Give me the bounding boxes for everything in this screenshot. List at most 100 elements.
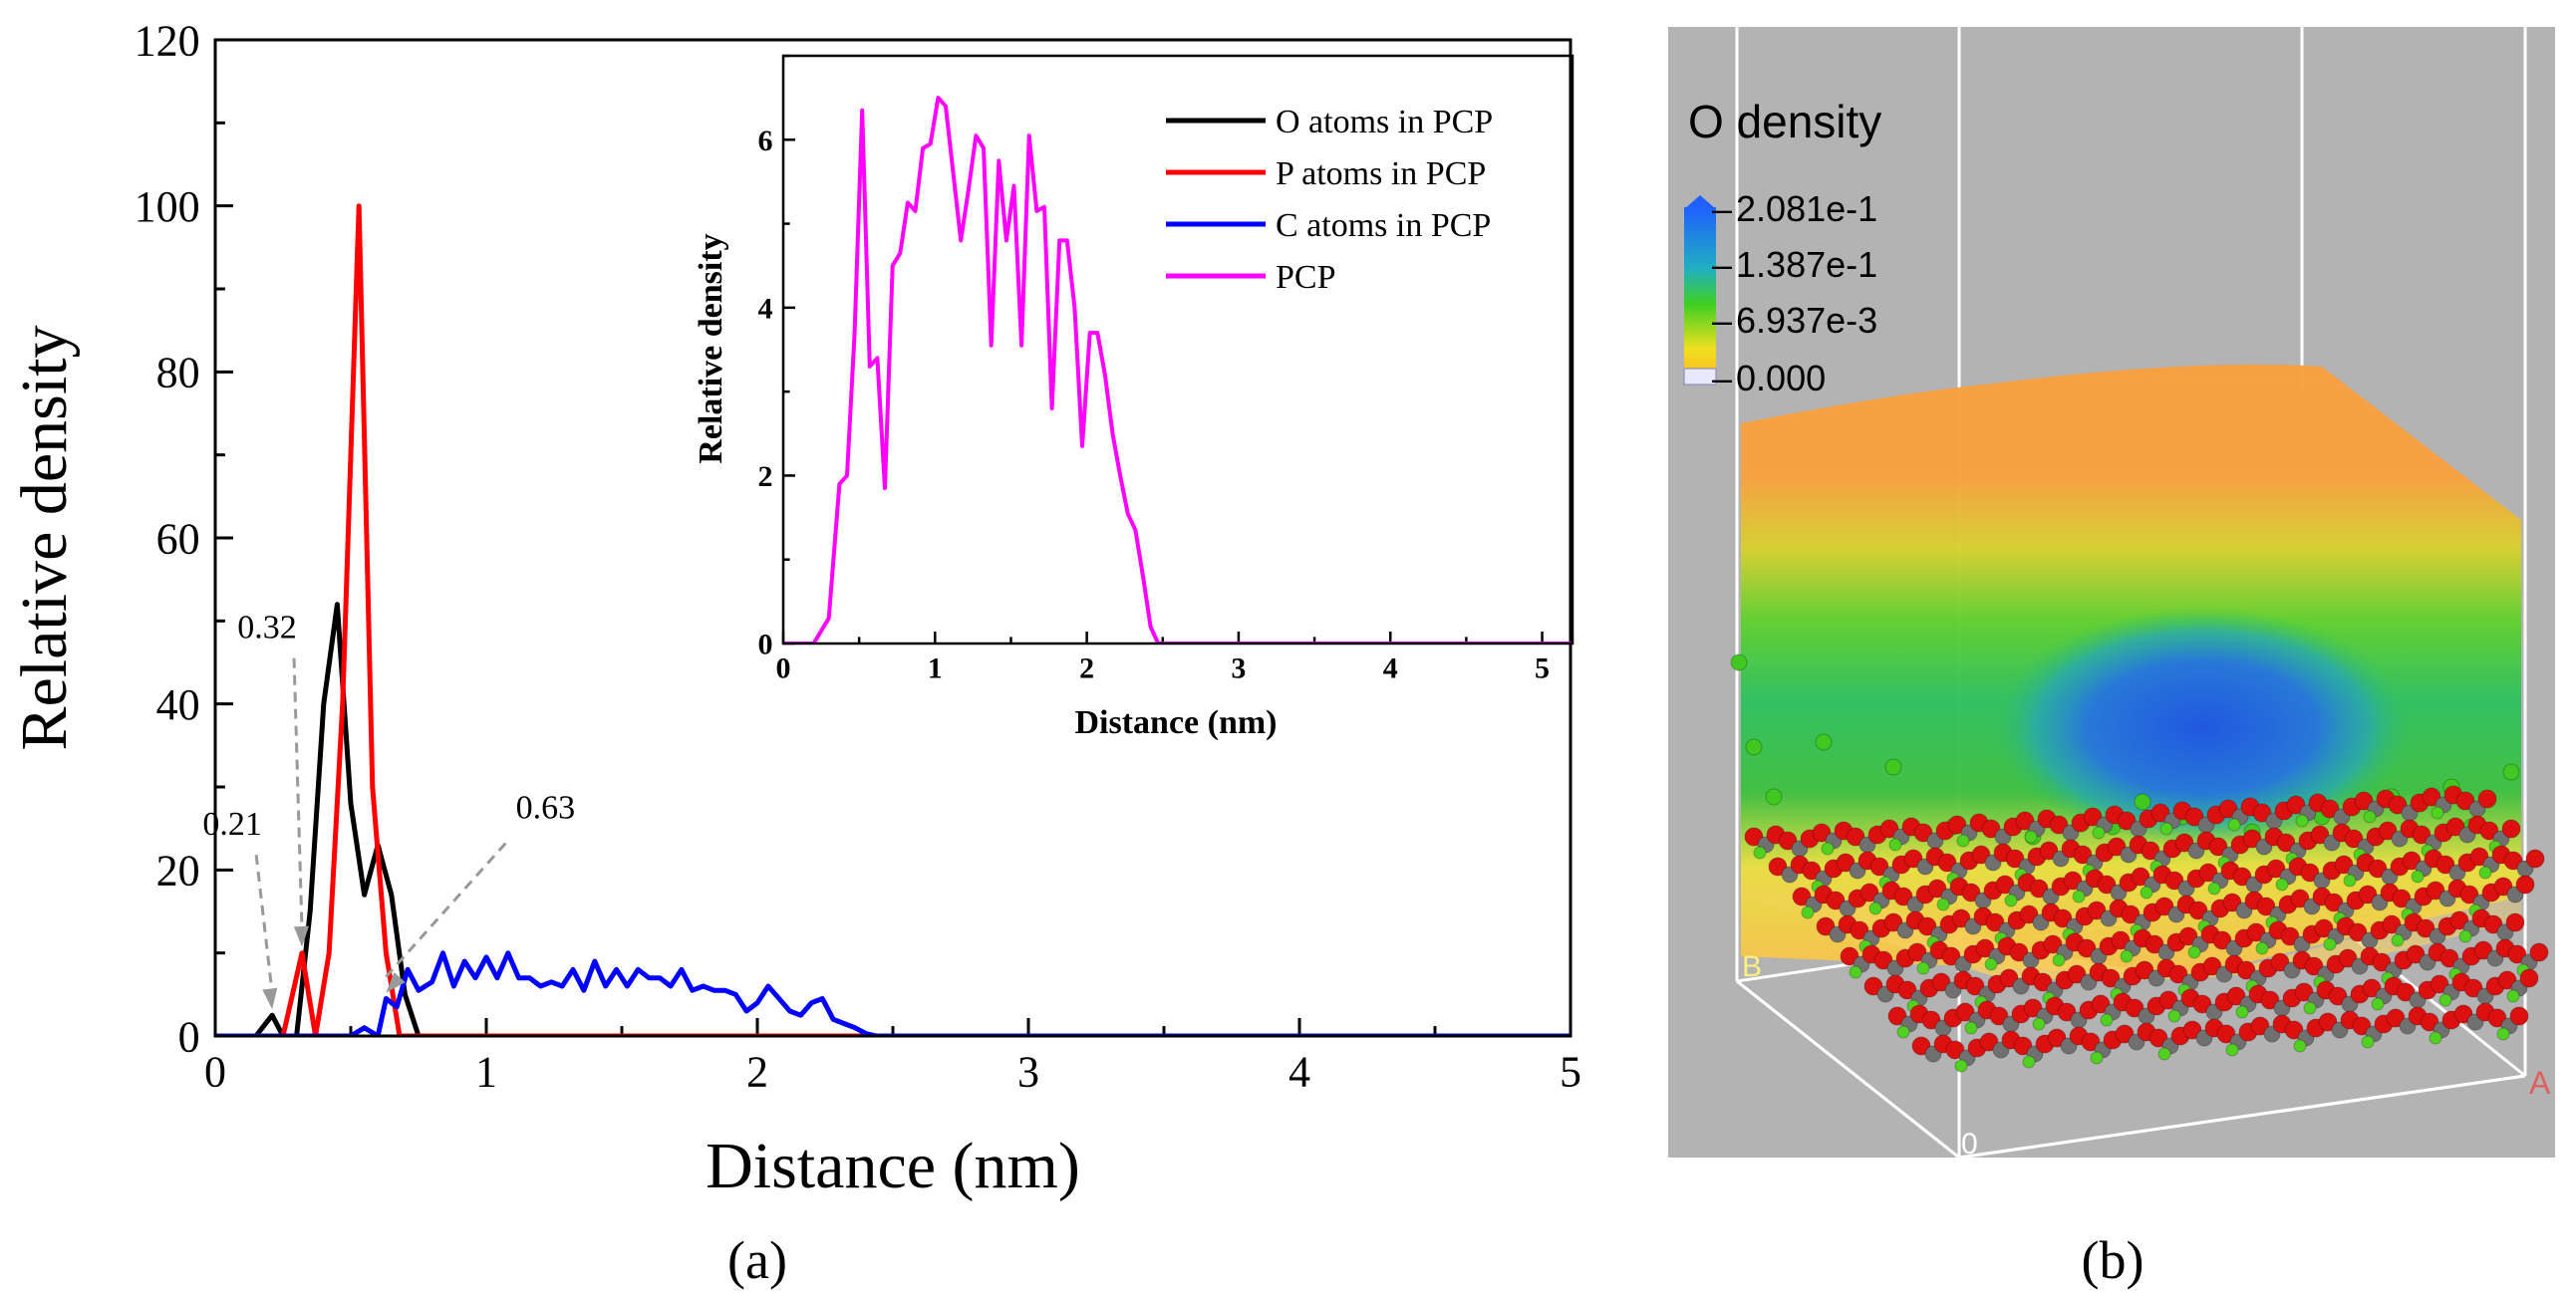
atom xyxy=(2426,881,2445,901)
colorbar-zero-swatch xyxy=(1683,368,1717,386)
atom xyxy=(1821,842,1835,856)
atom xyxy=(2043,934,2063,954)
atom xyxy=(2477,789,2497,809)
atom xyxy=(2047,1028,2067,1048)
annotation-label: 0.63 xyxy=(516,790,576,827)
atom xyxy=(2033,972,2053,992)
atom xyxy=(2493,877,2513,897)
atom xyxy=(2004,894,2018,907)
atom xyxy=(2478,866,2492,880)
atom xyxy=(2402,851,2422,871)
atom xyxy=(2225,1043,2239,1057)
panel-b-render: B 0 A O density –2.081e-1 –1.387e-1 –6.9… xyxy=(1668,27,2555,1161)
atom xyxy=(2290,889,2310,908)
inset-x-axis-label: Distance (nm) xyxy=(1074,704,1277,741)
atom xyxy=(2293,1039,2307,1053)
main-y-axis-label: Relative density xyxy=(8,325,81,750)
atom xyxy=(1916,961,1930,975)
annotation-arrowhead xyxy=(386,972,406,993)
atom xyxy=(2386,1008,2406,1028)
colorbar-tick-1: –2.081e-1 xyxy=(1712,188,1877,229)
atom xyxy=(2438,993,2452,1007)
atom xyxy=(2496,1027,2510,1041)
atom xyxy=(2318,1012,2338,1032)
atom xyxy=(2227,818,2241,832)
atom xyxy=(2184,807,2204,827)
axis-label-origin: 0 xyxy=(1961,1128,1978,1161)
atom xyxy=(2083,807,2103,827)
atom xyxy=(2107,837,2127,857)
atom xyxy=(2506,989,2520,1003)
atom xyxy=(2388,795,2408,815)
atom xyxy=(2235,1005,2249,1019)
atom xyxy=(1849,965,1862,979)
atom xyxy=(2463,978,2483,998)
inset-tick-labels: 0 1 2 3 4 5 0 2 4 6 xyxy=(758,125,1551,685)
atom xyxy=(2246,922,2266,942)
atom xyxy=(2120,949,2134,963)
legend-entry: C atoms in PCP xyxy=(1276,207,1491,244)
atom xyxy=(2115,1024,2135,1044)
atom xyxy=(2519,968,2539,988)
atom xyxy=(1913,823,1933,843)
atom xyxy=(2439,948,2459,968)
atom xyxy=(2338,948,2358,968)
atom xyxy=(1730,653,1748,671)
atom xyxy=(2125,998,2145,1018)
atom xyxy=(2455,791,2475,811)
atom xyxy=(2015,811,2035,831)
atom xyxy=(1907,942,1927,962)
atom xyxy=(2503,851,2523,871)
atom xyxy=(2090,1051,2104,1065)
atom xyxy=(1801,905,1815,919)
atom xyxy=(1816,916,1836,936)
atom xyxy=(2286,795,2306,815)
x-tick-label: 5 xyxy=(1535,652,1550,685)
atom xyxy=(2167,1009,2181,1023)
atom xyxy=(2141,841,2160,861)
atom xyxy=(1873,950,1893,970)
atom xyxy=(2009,942,2029,962)
atom xyxy=(2092,826,2106,840)
atom xyxy=(2458,929,2472,943)
atom xyxy=(1984,957,1998,971)
x-tick-label: 4 xyxy=(1383,652,1398,685)
atom xyxy=(2328,986,2348,1006)
atom xyxy=(2187,945,2201,959)
atom xyxy=(2101,968,2121,988)
atom xyxy=(2275,878,2289,892)
atom xyxy=(2131,867,2150,887)
atom xyxy=(1893,887,1913,906)
atom xyxy=(2276,833,2296,853)
atom xyxy=(1995,875,2015,895)
atom xyxy=(2310,825,2330,845)
atom xyxy=(1745,738,1763,756)
atom xyxy=(2039,841,2059,861)
atom xyxy=(2280,926,2300,946)
atom xyxy=(1999,968,2019,988)
atom xyxy=(2378,821,2398,841)
atom xyxy=(1744,827,1764,847)
atom xyxy=(1812,823,1832,843)
atom xyxy=(1868,902,1882,915)
atom xyxy=(2284,1020,2304,1040)
atom xyxy=(2529,942,2549,962)
atom xyxy=(2148,1028,2168,1048)
atom xyxy=(2260,990,2280,1010)
atom xyxy=(2024,830,2038,844)
atom xyxy=(1975,938,1995,958)
box-front-edges xyxy=(1736,979,2526,1160)
y-tick-label: 100 xyxy=(135,182,200,231)
atom xyxy=(2479,821,2499,841)
atom xyxy=(2218,799,2238,819)
atom xyxy=(2159,822,2173,836)
atom xyxy=(1931,972,1951,992)
annotation-arrow xyxy=(385,842,507,978)
main-plot-frame xyxy=(213,38,1573,1038)
atom xyxy=(2422,787,2441,807)
atom xyxy=(1927,879,1947,899)
atom xyxy=(2411,870,2425,884)
y-tick-label: 20 xyxy=(156,847,200,896)
atom xyxy=(2222,893,2242,912)
